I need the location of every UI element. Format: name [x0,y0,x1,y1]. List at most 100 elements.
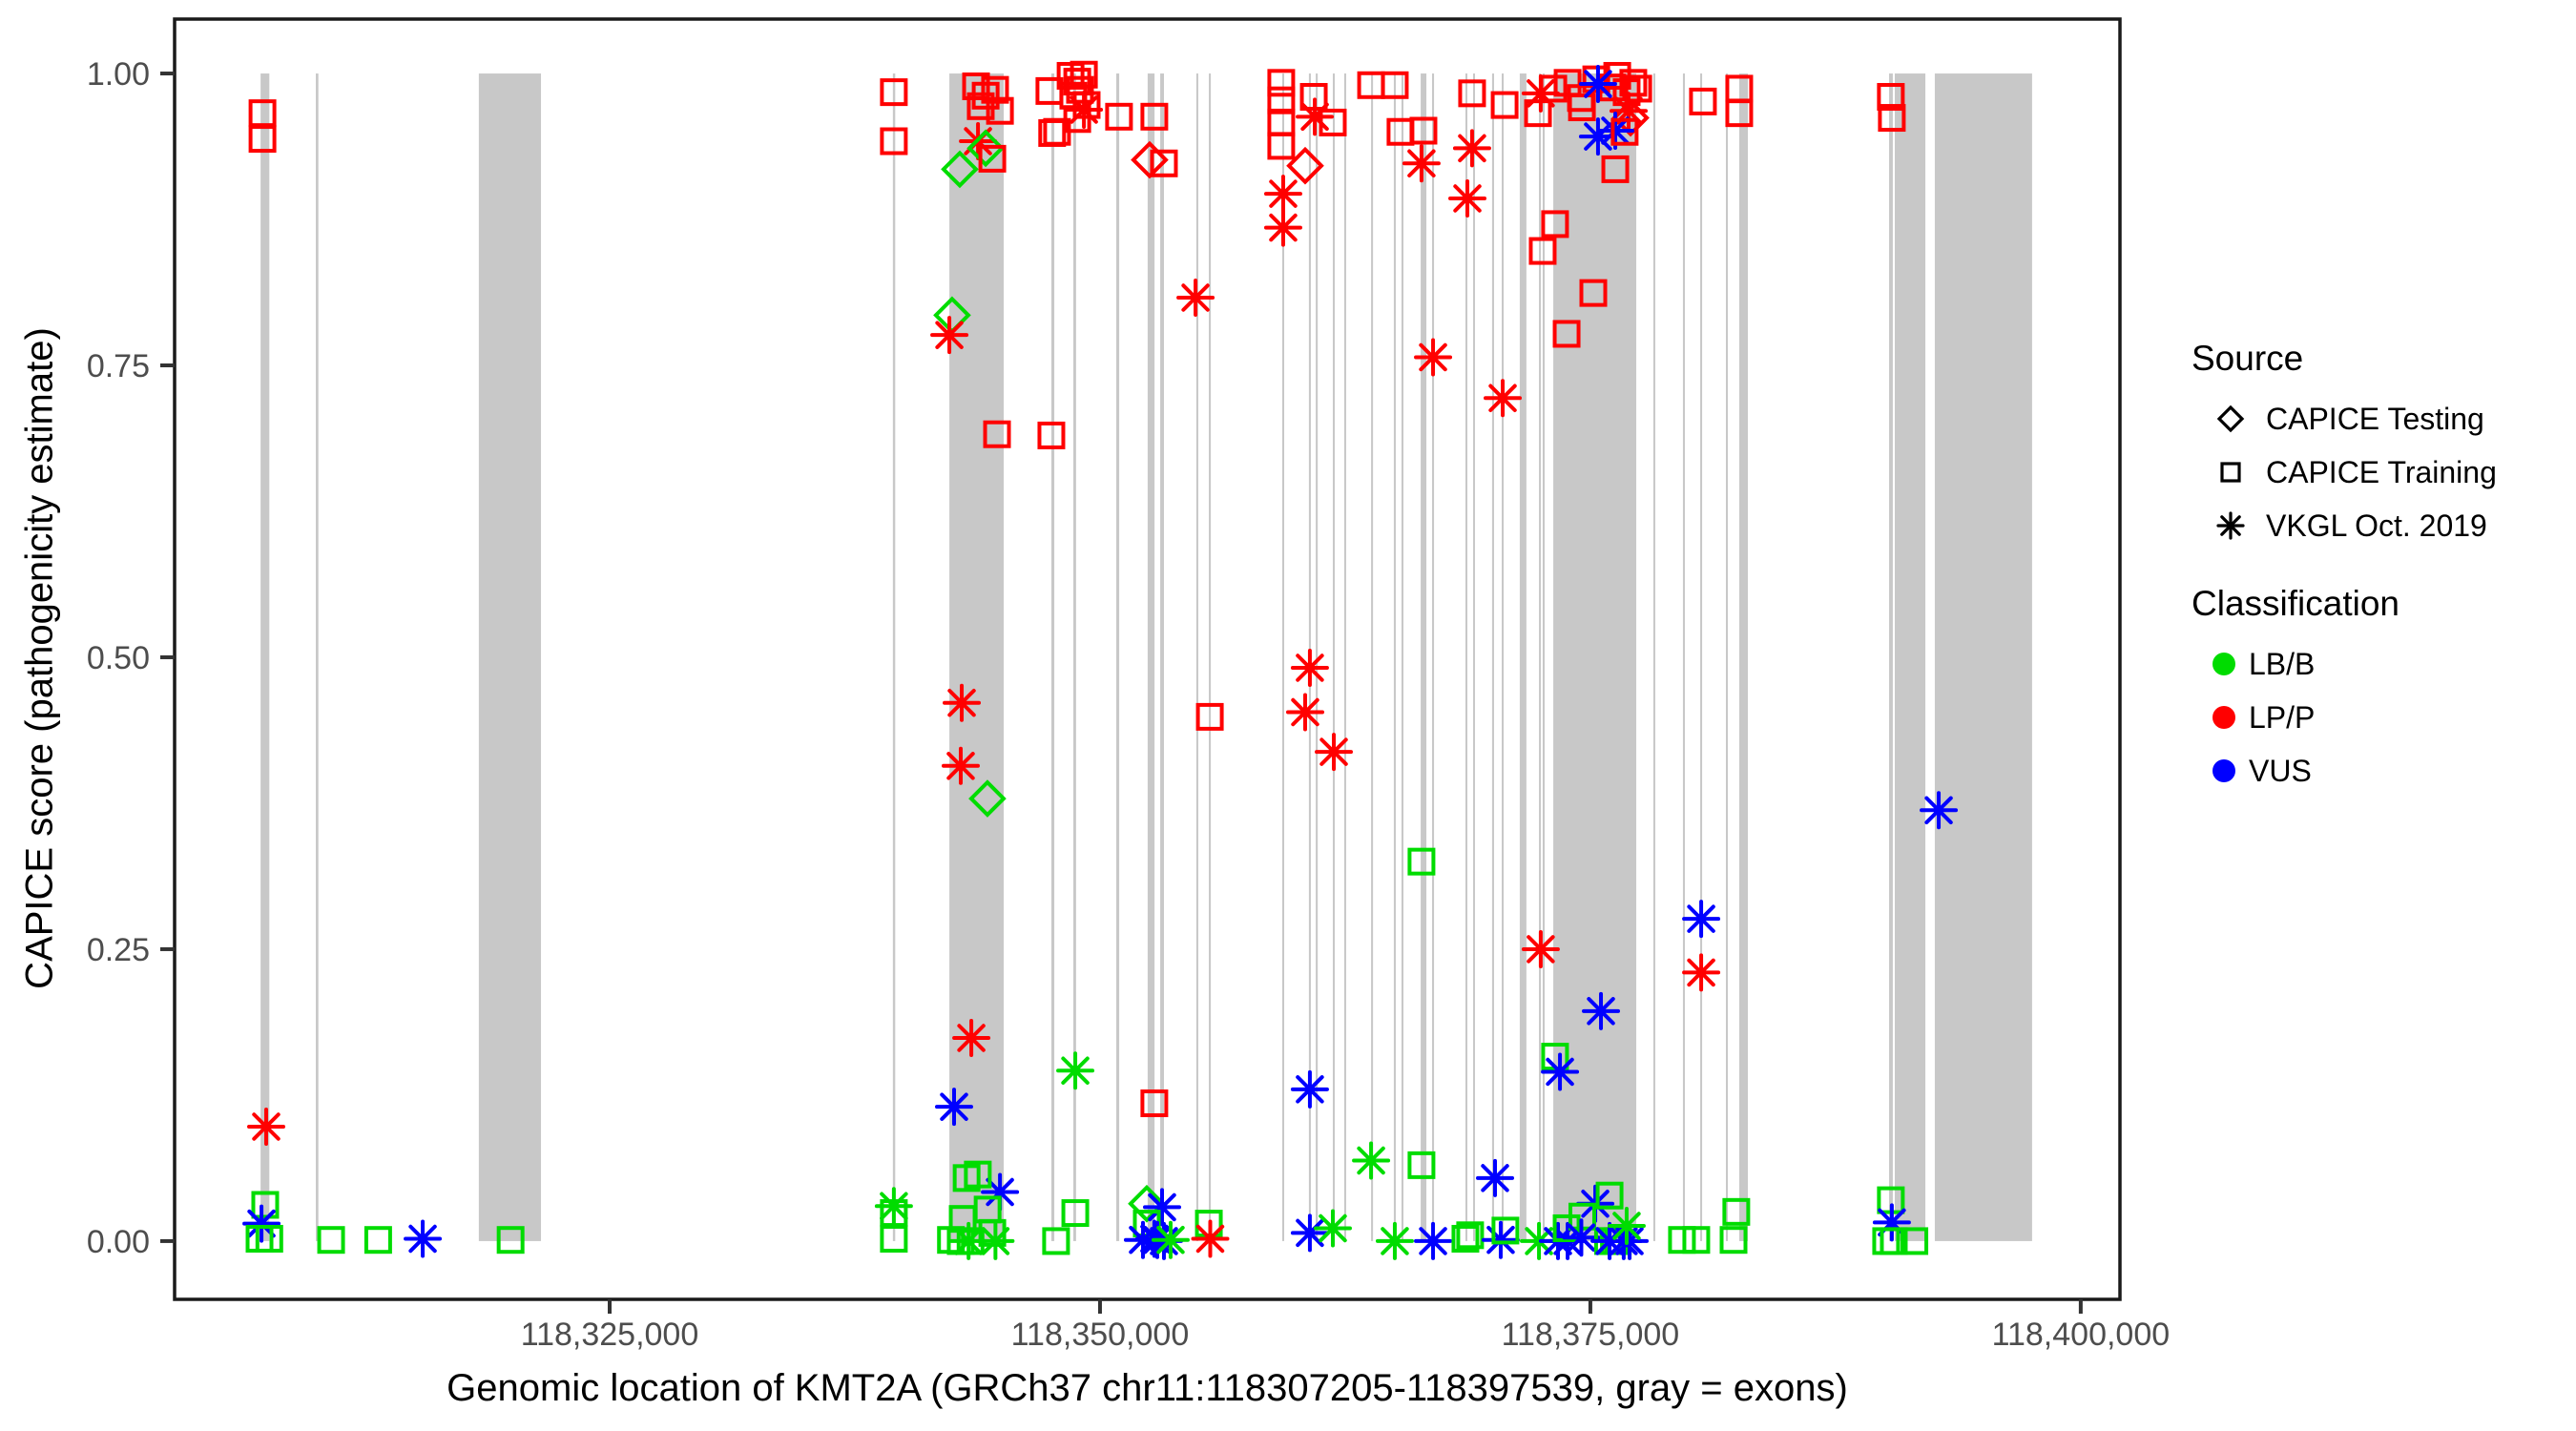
data-point [1579,279,1608,307]
data-point [1263,175,1302,214]
data-point [248,125,277,154]
data-point [1582,991,1621,1030]
y-axis-title: CAPICE score (pathogenicity estimate) [18,327,61,989]
square-symbol [2209,450,2253,494]
data-point [247,1107,286,1146]
diamond-icon [2216,404,2245,433]
exon-bar [1421,73,1427,1241]
data-point [1541,1052,1580,1091]
legend-source-title: Source [2192,339,2304,378]
data-point [1290,648,1329,687]
data-point [1476,1158,1514,1197]
data-point [1448,178,1487,218]
exon-bar [1682,73,1686,1241]
legend-item-capice-testing: CAPICE Testing [2192,392,2497,446]
data-point [1484,379,1523,418]
data-point [1128,1184,1166,1223]
data-point [1105,102,1133,131]
data-point [1402,144,1441,183]
exon-bar [1501,73,1505,1241]
data-point [1682,900,1721,939]
y-tick-label: 0.50 [87,640,150,676]
data-point [880,1224,908,1253]
exon-bar [1725,73,1729,1241]
data-point [934,1088,973,1127]
data-point [949,1221,988,1260]
legend-item-capice-training: CAPICE Training [2192,446,2497,499]
data-point [1290,1213,1329,1253]
data-point [981,1172,1020,1212]
data-point [1381,71,1409,99]
data-point [1456,1221,1485,1250]
data-point [1315,733,1354,772]
asterisk-symbol [2209,504,2253,548]
data-point [1375,1221,1414,1260]
data-point [242,1204,281,1243]
x-tick-label: 118,325,000 [521,1317,699,1353]
legend-item-lb-b: LB/B [2192,637,2399,691]
data-point [1267,86,1296,114]
data-point [1682,1226,1711,1255]
y-tick-label: 0.75 [87,348,150,384]
data-point [1143,1188,1181,1227]
data-point [978,144,1007,173]
data-point [1061,1199,1090,1228]
data-point [1524,99,1552,128]
data-point [1191,1219,1230,1258]
data-point [1065,90,1104,129]
legend-item-label: LB/B [2249,646,2316,681]
data-point [1176,279,1215,318]
exon-bar [1700,73,1703,1241]
data-point [1414,1221,1453,1260]
data-point [1407,847,1436,876]
exon-bar [1472,73,1476,1241]
y-tick-label: 0.00 [87,1224,150,1260]
data-point [930,316,969,355]
data-point [1386,117,1415,146]
data-point [966,129,1005,168]
data-point [941,746,980,785]
data-point [1313,1209,1352,1248]
exon-bar [478,73,542,1241]
exon-bar [1894,73,1926,1241]
data-point [874,1187,913,1226]
data-point [1610,92,1649,131]
data-point [1452,129,1491,168]
data-point [404,1219,443,1258]
data-point [1481,1220,1520,1259]
data-point [1042,1227,1070,1255]
data-point [1880,1227,1908,1255]
data-point [251,1191,280,1219]
exon-bar [949,73,1005,1241]
x-tick-label: 118,375,000 [1502,1317,1680,1353]
data-point [976,1221,1015,1260]
data-point [1611,98,1650,137]
legend-item-label: VUS [2249,753,2312,788]
data-point [1140,102,1169,131]
data-point [1267,108,1296,136]
data-point [1263,208,1302,247]
data-point [952,1018,991,1057]
legend-classification-items: LB/B LP/P VUS [2192,637,2399,798]
exon-bar [1195,73,1198,1241]
data-point [981,75,1009,104]
exon-bar [1343,73,1346,1241]
square-icon [2220,462,2241,483]
data-point [968,779,1007,818]
data-point [1195,702,1224,731]
data-point [962,72,990,100]
data-point [1578,117,1617,156]
square-glyph [2220,462,2241,483]
y-tick-label: 1.00 [87,56,150,93]
data-point [1568,93,1596,122]
data-point [1607,1207,1646,1246]
data-point [983,420,1011,448]
data-point [1072,91,1101,119]
legend-classification: Classification LB/B LP/P VUS [2192,584,2399,798]
exon-bar [1281,73,1284,1241]
data-point [1877,83,1905,112]
exon-bar [1160,73,1164,1241]
exon-bar [1332,73,1336,1241]
data-point [1578,65,1617,104]
data-point [1290,1069,1329,1109]
